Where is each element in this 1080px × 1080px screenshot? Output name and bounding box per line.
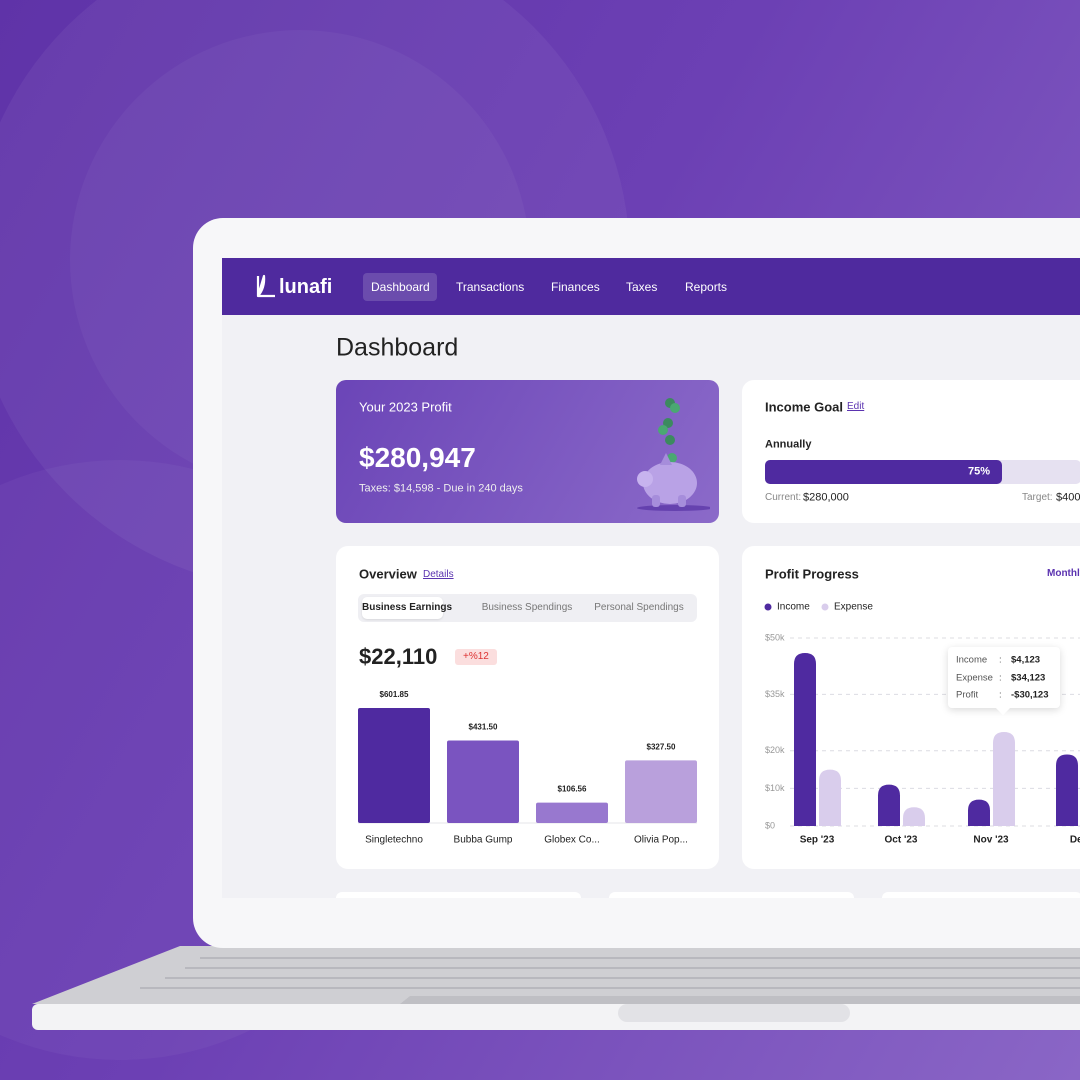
tooltip-value: -$30,123 bbox=[1011, 689, 1049, 701]
change-badge: +%12 bbox=[455, 649, 497, 665]
tab[interactable]: Business Earnings bbox=[362, 602, 453, 613]
legend-marker bbox=[821, 603, 829, 611]
y-tick-label: $0 bbox=[765, 820, 775, 830]
y-tick-label: $50k bbox=[765, 632, 785, 642]
category-label: Globex Co... bbox=[544, 835, 600, 846]
bar bbox=[903, 807, 925, 826]
target-label: Target: bbox=[1022, 492, 1053, 503]
legend-label: Income bbox=[777, 602, 810, 613]
profit-title: Your 2023 Profit bbox=[359, 399, 452, 415]
y-tick-label: $10k bbox=[765, 783, 785, 793]
income-goal-card bbox=[742, 380, 1080, 523]
tooltip-label: Income bbox=[956, 654, 988, 666]
bar bbox=[1056, 754, 1078, 826]
nav-item[interactable]: Reports bbox=[685, 280, 728, 294]
profit-note: Taxes: $14,598 - Due in 240 days bbox=[359, 482, 523, 495]
category-label: Bubba Gump bbox=[454, 835, 513, 846]
card-edge bbox=[609, 892, 854, 898]
overview-chart: $601.85 Singletechno $431.50 Bubba Gump $106… bbox=[358, 690, 697, 846]
progress-label: 75% bbox=[967, 465, 990, 478]
logo-icon bbox=[256, 274, 275, 298]
bar bbox=[625, 760, 697, 823]
target-value: $400 bbox=[1056, 491, 1080, 504]
card-edge bbox=[336, 892, 581, 898]
overview-title: Overview bbox=[359, 566, 417, 582]
nav-item[interactable]: Transactions bbox=[456, 280, 525, 294]
nav-item[interactable]: Taxes bbox=[626, 280, 658, 294]
bar bbox=[878, 784, 900, 826]
category-label: Singletechno bbox=[365, 835, 423, 846]
tooltip-separator: : bbox=[999, 689, 1002, 701]
period-label: Annually bbox=[765, 438, 812, 451]
bar bbox=[358, 708, 430, 823]
nav-item[interactable]: Finances bbox=[551, 280, 600, 294]
x-tick-label: Dec bbox=[1070, 835, 1080, 846]
nav-active-bg bbox=[363, 273, 437, 301]
value-label: $106.56 bbox=[558, 785, 587, 794]
x-tick-label: Sep '23 bbox=[800, 835, 835, 846]
bar bbox=[794, 653, 816, 826]
current-label: Current: bbox=[765, 492, 802, 503]
page-title: Dashboard bbox=[336, 333, 459, 362]
value-label: $431.50 bbox=[469, 723, 498, 732]
profit-progress-title: Profit Progress bbox=[765, 566, 859, 582]
piggy-illustration bbox=[637, 398, 710, 511]
tooltip bbox=[948, 647, 1060, 708]
overview-total: $22,110 bbox=[359, 644, 438, 669]
tab-active-bg bbox=[362, 597, 443, 619]
x-tick-label: Oct '23 bbox=[885, 835, 918, 846]
category-label: Olivia Pop... bbox=[634, 835, 688, 846]
tooltip-separator: : bbox=[999, 671, 1002, 683]
legend-marker bbox=[764, 603, 772, 611]
edit-link[interactable]: Edit bbox=[847, 401, 865, 412]
nav-item[interactable]: Dashboard bbox=[371, 280, 430, 294]
tooltip-value: $34,123 bbox=[1011, 671, 1046, 683]
income-goal-title: Income Goal bbox=[765, 399, 844, 415]
value-label: $327.50 bbox=[647, 743, 676, 752]
details-link[interactable]: Details bbox=[423, 569, 454, 580]
progress-fill bbox=[765, 460, 1002, 484]
bar bbox=[536, 802, 608, 823]
tab[interactable]: Business Spendings bbox=[481, 602, 573, 613]
tooltip-value: $4,123 bbox=[1011, 654, 1041, 666]
tooltip-label: Expense bbox=[956, 671, 993, 683]
current-value: $280,000 bbox=[803, 491, 849, 504]
tooltip-label: Profit bbox=[956, 689, 979, 701]
tooltip-separator: : bbox=[999, 654, 1002, 666]
value-label: $601.85 bbox=[380, 690, 409, 699]
y-tick-label: $20k bbox=[765, 745, 785, 755]
period-select[interactable]: Monthly bbox=[1047, 568, 1080, 579]
bar bbox=[968, 799, 990, 826]
tab[interactable]: Personal Spendings bbox=[594, 602, 684, 613]
profit-chart: Income Expense $0 $10k $20k $35k $50k Sep '23 Oc… bbox=[764, 602, 1080, 846]
logo-text: lunafi bbox=[279, 276, 333, 298]
card-edge bbox=[882, 892, 1080, 898]
bar bbox=[993, 732, 1015, 826]
bar bbox=[447, 740, 519, 823]
legend-label: Expense bbox=[834, 602, 873, 613]
profit-amount: $280,947 bbox=[359, 442, 476, 473]
y-tick-label: $35k bbox=[765, 689, 785, 699]
x-tick-label: Nov '23 bbox=[973, 835, 1009, 846]
bar bbox=[819, 769, 841, 826]
nav-bar bbox=[222, 258, 1080, 315]
